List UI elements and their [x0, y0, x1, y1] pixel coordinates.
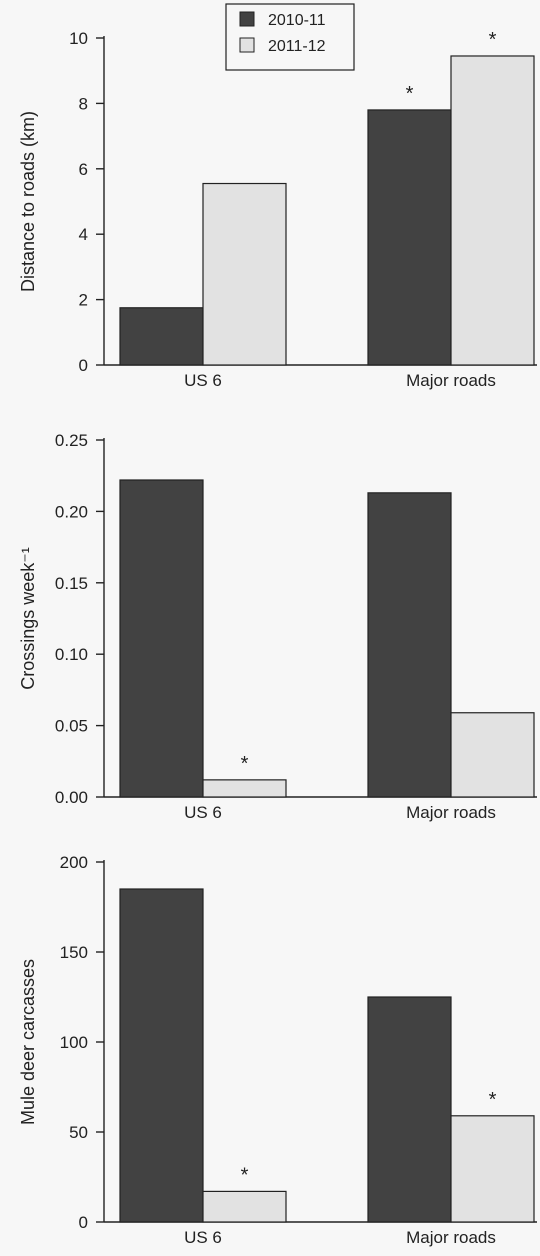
y-tick-label: 0.00: [55, 788, 88, 807]
bar: [450, 712, 535, 798]
bar: [202, 182, 287, 366]
y-tick-label: 150: [60, 943, 88, 962]
bar: [367, 996, 452, 1223]
y-tick-label: 6: [79, 160, 88, 179]
y-axis-label: Distance to roads (km): [18, 111, 38, 292]
legend-swatch: [239, 11, 255, 27]
y-tick-label: 200: [60, 853, 88, 872]
legend-swatch: [239, 37, 255, 53]
y-tick-label: 100: [60, 1033, 88, 1052]
bar: [202, 1190, 287, 1223]
legend-label: 2011-12: [268, 38, 326, 55]
y-tick-label: 0.10: [55, 645, 88, 664]
legend-box: [225, 3, 355, 71]
y-tick-label: 0: [79, 1213, 88, 1232]
bar: [202, 779, 287, 798]
x-tick-label: US 6: [184, 1228, 222, 1247]
bar: [119, 479, 204, 798]
y-tick-label: 4: [79, 225, 88, 244]
y-tick-label: 0.20: [55, 502, 88, 521]
x-tick-label: US 6: [184, 371, 222, 390]
significance-marker: *: [406, 83, 414, 105]
y-tick-label: 0.25: [55, 431, 88, 450]
y-tick-label: 0: [79, 356, 88, 375]
y-axis-label: Crossings week⁻¹: [18, 547, 38, 690]
significance-marker: *: [489, 29, 497, 51]
x-tick-label: US 6: [184, 803, 222, 822]
significance-marker: *: [241, 1164, 249, 1186]
legend-label: 2010-11: [268, 12, 326, 29]
x-tick-label: Major roads: [406, 803, 496, 822]
x-tick-label: Major roads: [406, 371, 496, 390]
y-tick-label: 0.05: [55, 717, 88, 736]
x-tick-label: Major roads: [406, 1228, 496, 1247]
y-tick-label: 10: [69, 29, 88, 48]
y-tick-label: 8: [79, 94, 88, 113]
bar: [119, 888, 204, 1223]
y-tick-label: 0.15: [55, 574, 88, 593]
bar: [450, 1115, 535, 1223]
y-axis-label: Mule deer carcasses: [18, 959, 38, 1125]
bar: [367, 109, 452, 366]
y-tick-label: 50: [69, 1123, 88, 1142]
bar: [367, 492, 452, 798]
significance-marker: *: [241, 753, 249, 775]
bar: [450, 55, 535, 366]
bar: [119, 307, 204, 366]
significance-marker: *: [489, 1089, 497, 1111]
y-tick-label: 2: [79, 291, 88, 310]
